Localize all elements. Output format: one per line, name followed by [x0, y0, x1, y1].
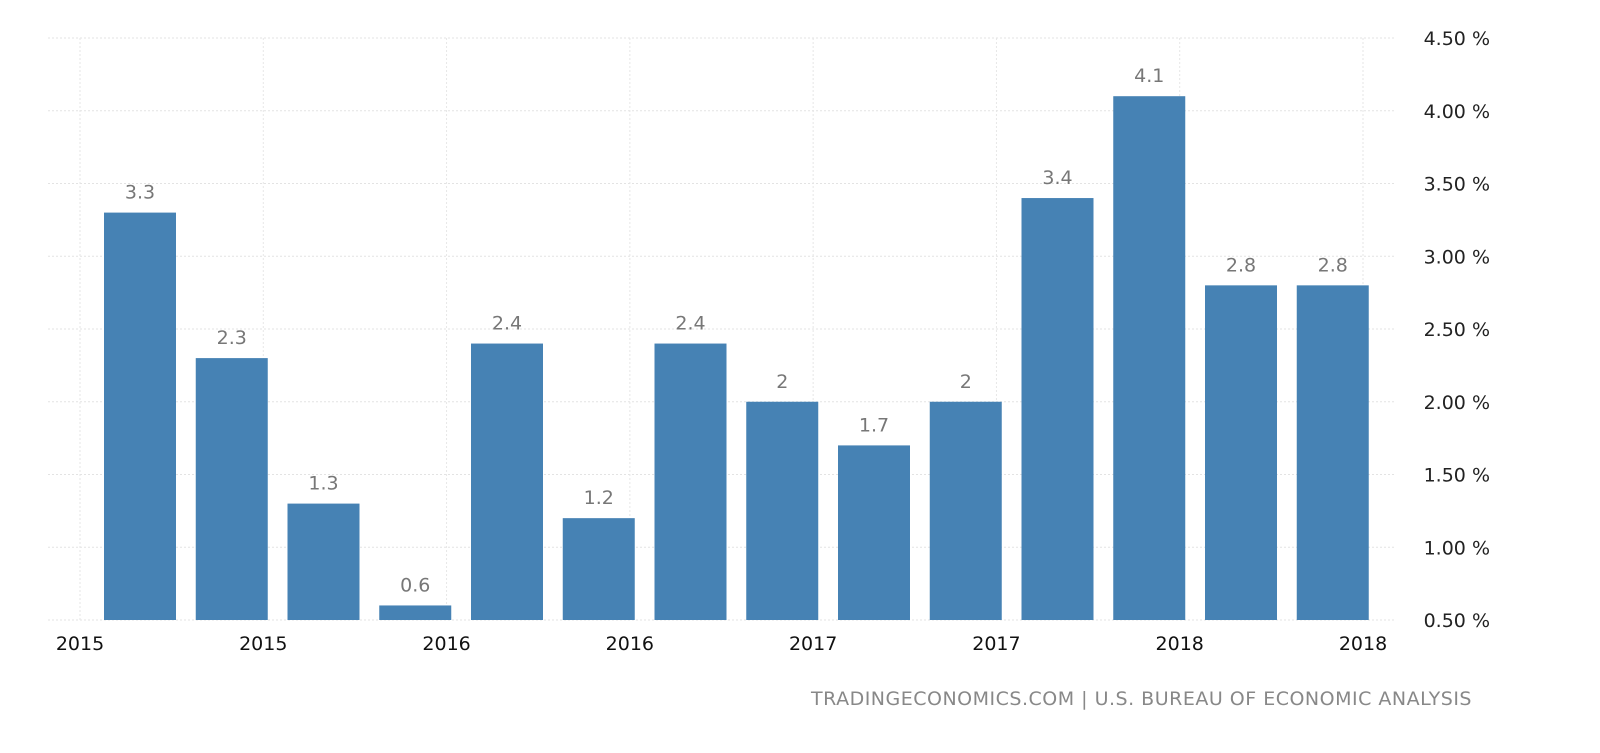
bar-value-label: 2.4: [675, 313, 705, 335]
bar-value-label: 4.1: [1134, 65, 1164, 87]
bar: [287, 503, 360, 620]
bar-value-label: 2.3: [217, 327, 247, 349]
bar-chart: 3.3 2.3 1.3 0.6 2.4 1.2 2.4 2 1.7 2 3.4 4.1 2.8 2.8 0…: [48, 28, 1490, 655]
y-tick-label: 3.00 %: [1424, 246, 1490, 268]
bar: [1021, 198, 1094, 621]
value-labels: 3.3 2.3 1.3 0.6 2.4 1.2 2.4 2 1.7 2 3.4 4.1 2.8 2.8: [125, 65, 1348, 596]
x-tick-label: 2017: [789, 633, 837, 655]
bar-value-label: 3.3: [125, 182, 155, 204]
bar-value-label: 2.8: [1318, 254, 1348, 276]
bar-value-label: 2: [776, 371, 788, 393]
bar-value-label: 2.4: [492, 313, 522, 335]
x-tick-label: 2016: [606, 633, 654, 655]
y-tick-label: 3.50 %: [1424, 174, 1490, 196]
bar-value-label: 2.8: [1226, 254, 1256, 276]
bar: [929, 401, 1002, 620]
y-tick-label: 1.00 %: [1424, 537, 1490, 559]
y-axis: 0.50 % 1.00 % 1.50 % 2.00 % 2.50 % 3.00 % 3.50…: [1424, 28, 1490, 632]
x-tick-label: 2016: [422, 633, 470, 655]
bar: [654, 343, 727, 620]
y-tick-label: 0.50 %: [1424, 610, 1490, 632]
bar: [562, 518, 635, 620]
x-tick-label: 2015: [239, 633, 287, 655]
x-tick-label: 2017: [972, 633, 1020, 655]
y-tick-label: 4.00 %: [1424, 101, 1490, 123]
bar-value-label: 2: [960, 371, 972, 393]
bar: [1113, 96, 1186, 620]
bar: [104, 212, 176, 620]
bar: [379, 605, 452, 620]
y-tick-label: 4.50 %: [1424, 28, 1490, 50]
bar: [746, 401, 819, 620]
source-attribution: TRADINGECONOMICS.COM | U.S. BUREAU OF EC…: [811, 688, 1472, 710]
bar-value-label: 1.7: [859, 414, 889, 436]
bar-value-label: 1.2: [584, 487, 614, 509]
y-tick-label: 1.50 %: [1424, 465, 1490, 487]
bar: [1296, 285, 1369, 620]
bar: [838, 445, 910, 620]
bars: [104, 96, 1369, 621]
x-tick-label: 2018: [1156, 633, 1204, 655]
bar: [471, 343, 543, 620]
bar-value-label: 3.4: [1042, 167, 1072, 189]
x-tick-label: 2018: [1339, 633, 1387, 655]
y-tick-label: 2.00 %: [1424, 392, 1490, 414]
bar-value-label: 1.3: [308, 473, 338, 495]
bar: [195, 358, 268, 620]
bar-value-label: 0.6: [400, 574, 430, 596]
x-axis: 2015 2015 2016 2016 2017 2017 2018 2018: [56, 633, 1387, 655]
x-tick-label: 2015: [56, 633, 104, 655]
bar: [1205, 285, 1277, 620]
y-tick-label: 2.50 %: [1424, 319, 1490, 341]
